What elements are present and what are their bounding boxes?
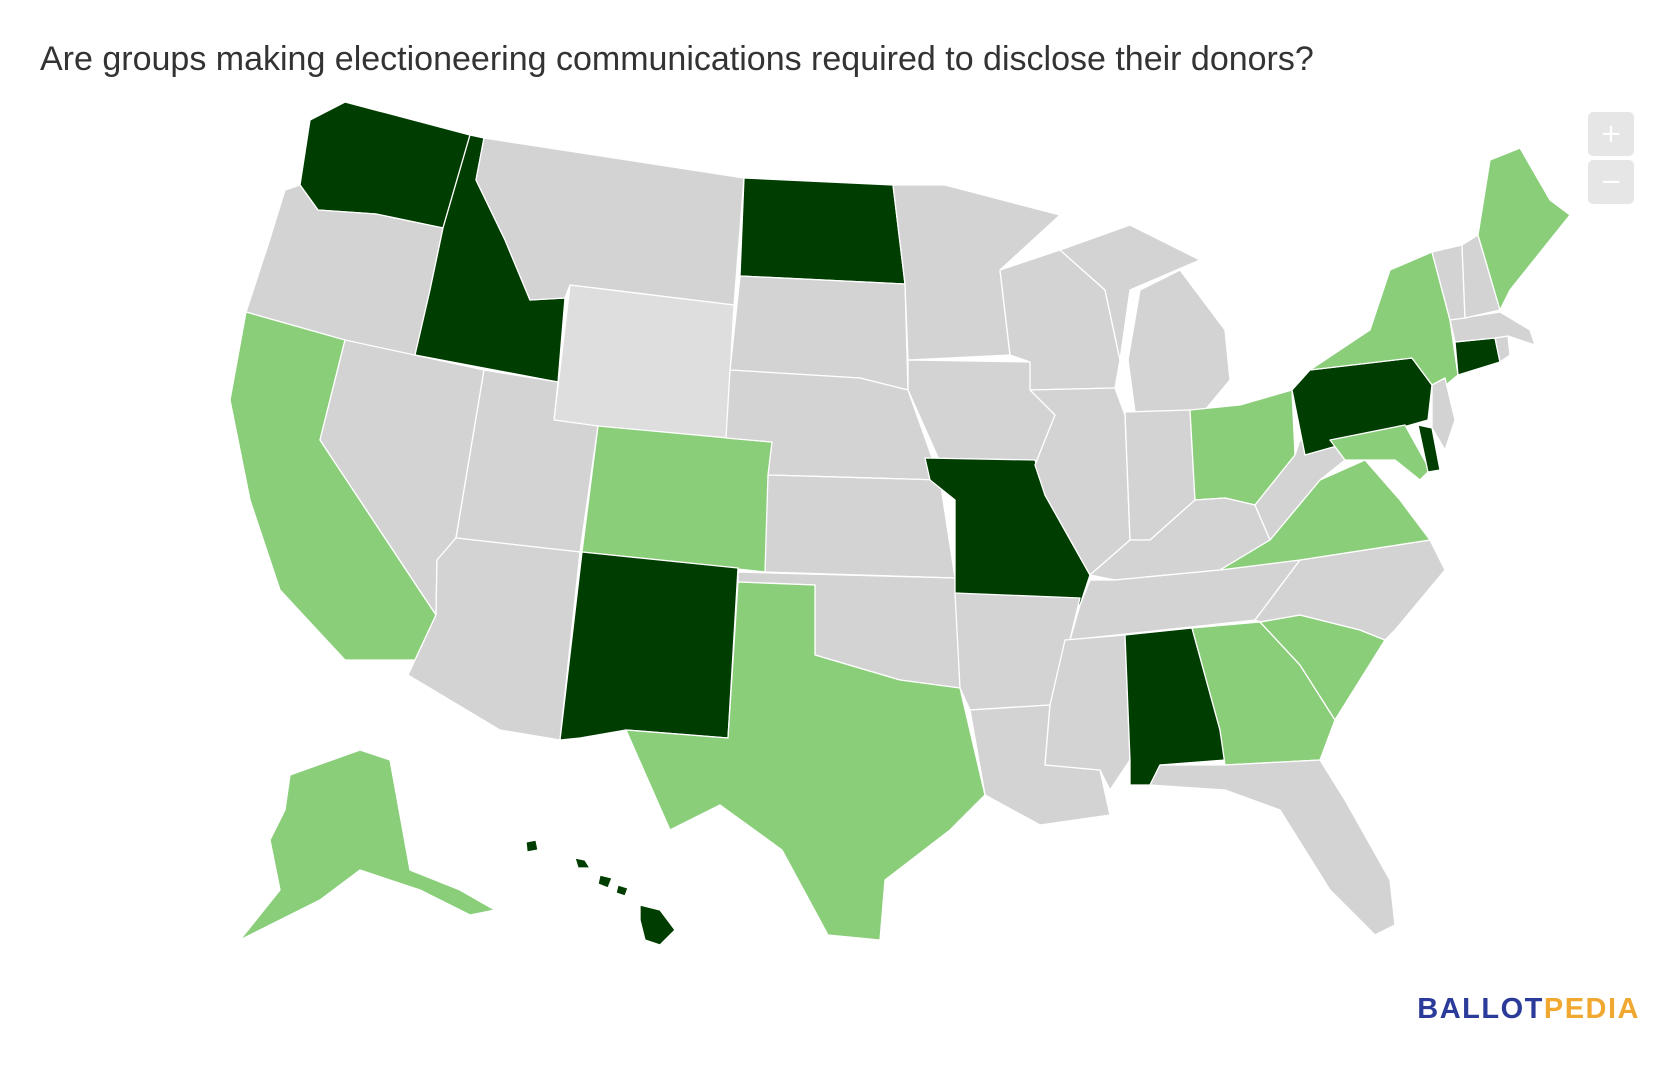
state-KS[interactable] (764, 474, 956, 579)
state-MA[interactable] (1449, 311, 1536, 346)
state-ME[interactable] (1477, 147, 1571, 311)
state-MT[interactable] (475, 137, 745, 306)
zoom-in-button[interactable]: + (1588, 112, 1634, 156)
state-MD[interactable] (1329, 424, 1431, 481)
state-FL[interactable] (1149, 759, 1396, 936)
state-AK[interactable] (239, 749, 496, 941)
map-title: Are groups making electioneering communi… (40, 40, 1314, 78)
state-CO[interactable] (581, 425, 773, 573)
state-MI[interactable] (1059, 224, 1231, 413)
state-ND[interactable] (739, 177, 906, 285)
state-TX[interactable] (625, 581, 986, 941)
logo-part-ballot: BALLOT (1417, 993, 1544, 1025)
state-CT[interactable] (1454, 337, 1501, 376)
state-NM[interactable] (559, 551, 739, 741)
state-NJ[interactable] (1431, 377, 1456, 451)
state-HI[interactable] (525, 839, 676, 946)
state-NY[interactable] (1309, 251, 1459, 391)
state-DE[interactable] (1417, 424, 1441, 473)
state-AZ[interactable] (407, 537, 581, 741)
ballotpedia-logo: BALLOTPEDIA (1417, 993, 1640, 1026)
logo-part-pedia: PEDIA (1543, 993, 1640, 1025)
zoom-out-button[interactable]: − (1588, 160, 1634, 204)
state-WA[interactable] (299, 101, 471, 229)
state-WY[interactable] (553, 284, 735, 446)
